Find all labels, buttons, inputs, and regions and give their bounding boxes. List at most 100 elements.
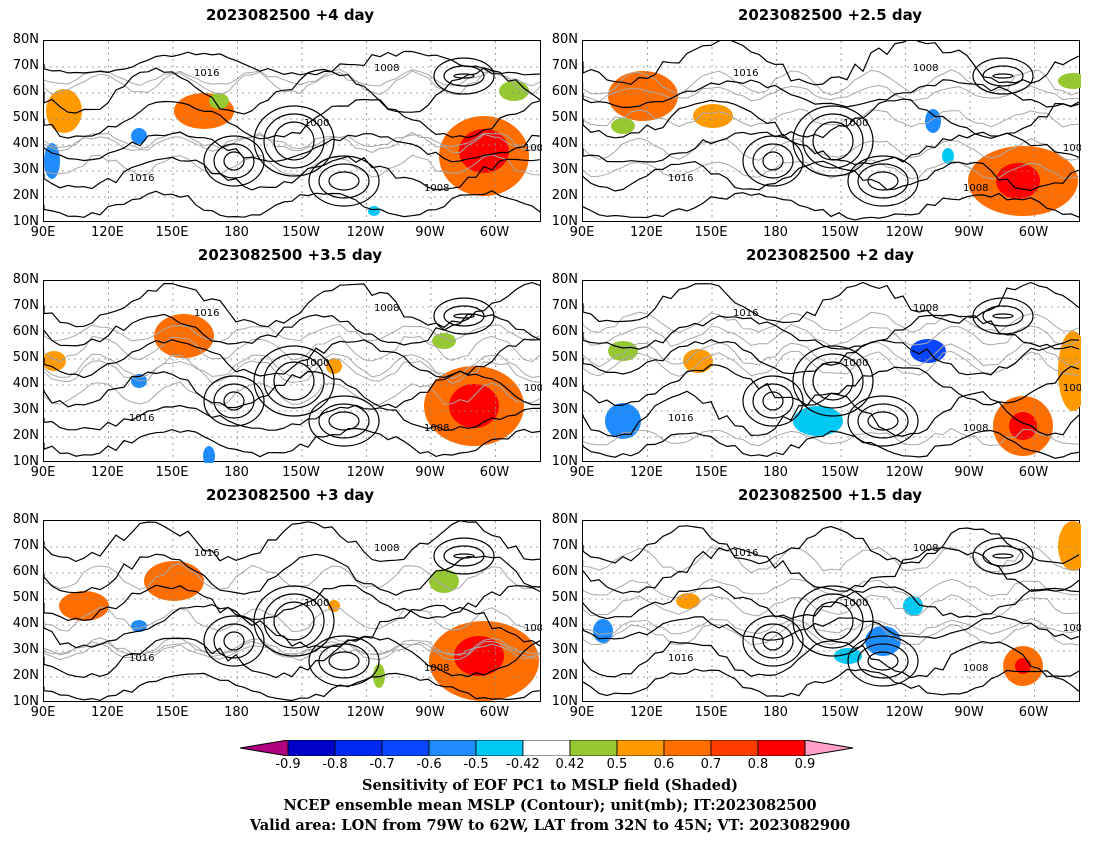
coastline bbox=[44, 131, 541, 150]
contour-label: 1000 bbox=[524, 623, 542, 634]
lat-tick-label: 30N bbox=[551, 642, 578, 657]
lat-tick-label: 30N bbox=[12, 642, 39, 657]
closed-isobar bbox=[308, 635, 380, 687]
sensitivity-shade bbox=[1009, 412, 1037, 440]
map-svg: 1016 1008 1000 1016 1008 1000 bbox=[583, 41, 1081, 223]
closed-isobar bbox=[992, 73, 1014, 79]
closed-isobar bbox=[857, 643, 909, 679]
isobar-contour bbox=[44, 67, 541, 115]
contour-label: 1008 bbox=[963, 663, 988, 674]
map-panel-6: 1016 1008 1000 1016 1008 1000 bbox=[582, 520, 1081, 703]
lat-tick-label: 60N bbox=[12, 324, 39, 339]
contour-label: 1016 bbox=[733, 68, 758, 79]
closed-isobar bbox=[972, 537, 1034, 575]
lon-tick-label: 180 bbox=[224, 225, 249, 240]
contour-label: 1016 bbox=[733, 548, 758, 559]
closed-isobar bbox=[982, 305, 1024, 327]
isobar-contour bbox=[583, 339, 1080, 376]
lon-tick-label: 150W bbox=[282, 465, 320, 480]
sensitivity-shade bbox=[865, 626, 901, 656]
isobar-contour bbox=[44, 313, 541, 347]
lat-tick-label: 60N bbox=[551, 84, 578, 99]
closed-isobar bbox=[273, 361, 315, 401]
contour-label: 1000 bbox=[1063, 623, 1081, 634]
lon-tick-label: 180 bbox=[763, 225, 788, 240]
lon-tick-label: 150W bbox=[821, 705, 859, 720]
isobar-contour bbox=[44, 370, 541, 409]
lon-tick-label: 60W bbox=[479, 705, 510, 720]
isobar-contour bbox=[44, 427, 541, 458]
contour-label: 1000 bbox=[1063, 383, 1081, 394]
lat-tick-label: 40N bbox=[12, 616, 39, 631]
isobar-contour bbox=[583, 615, 1080, 641]
isobar-contour bbox=[583, 41, 1080, 86]
closed-isobar bbox=[263, 113, 325, 169]
lat-tick-label: 50N bbox=[551, 350, 578, 365]
lat-tick-label: 10N bbox=[12, 214, 39, 229]
sensitivity-shade bbox=[676, 593, 700, 609]
closed-isobar bbox=[762, 151, 784, 171]
contour-label: 1000 bbox=[843, 358, 868, 369]
closed-isobar bbox=[253, 105, 335, 177]
lat-tick-label: 40N bbox=[12, 376, 39, 391]
lat-tick-label: 20N bbox=[12, 428, 39, 443]
lat-tick-label: 50N bbox=[12, 350, 39, 365]
sensitivity-shade bbox=[1058, 73, 1081, 89]
contour-label: 1008 bbox=[963, 183, 988, 194]
lat-tick-label: 20N bbox=[551, 668, 578, 683]
caption-line-1: Sensitivity of EOF PC1 to MSLP field (Sh… bbox=[362, 777, 738, 794]
colorbar-max-arrow bbox=[804, 740, 854, 756]
coastline bbox=[583, 618, 1080, 636]
contour-label: 1008 bbox=[913, 63, 938, 74]
lon-tick-label: 120E bbox=[629, 705, 664, 720]
contour-label: 1008 bbox=[424, 183, 449, 194]
sensitivity-shade bbox=[693, 104, 733, 128]
colorbar bbox=[240, 740, 854, 756]
lat-tick-label: 50N bbox=[551, 110, 578, 125]
lon-tick-label: 120W bbox=[885, 225, 924, 240]
contour-label: 1000 bbox=[524, 383, 542, 394]
closed-isobar bbox=[752, 623, 794, 659]
colorbar-tick-label: -0.5 bbox=[463, 757, 489, 772]
sensitivity-shade bbox=[1058, 331, 1081, 411]
lon-tick-label: 180 bbox=[224, 705, 249, 720]
closed-isobar bbox=[857, 403, 909, 439]
isobar-contour bbox=[44, 672, 541, 702]
colorbar-segment bbox=[428, 740, 477, 756]
map-svg: 1016 1008 1000 1016 1008 1000 bbox=[44, 521, 542, 703]
colorbar-tick-label: -0.6 bbox=[416, 757, 442, 772]
contour-label: 1000 bbox=[1063, 143, 1081, 154]
lat-tick-label: 80N bbox=[12, 512, 39, 527]
isobar-contour bbox=[583, 98, 1080, 139]
closed-isobar bbox=[203, 135, 265, 187]
map-panel-3: 1016 1008 1000 1016 1008 1000 bbox=[43, 280, 542, 463]
map-svg: 1016 1008 1000 1016 1008 1000 bbox=[583, 281, 1081, 463]
lat-tick-label: 70N bbox=[12, 58, 39, 73]
coastline bbox=[583, 323, 1080, 347]
closed-isobar bbox=[443, 305, 485, 327]
contour-label: 1008 bbox=[374, 543, 399, 554]
lon-tick-label: 60W bbox=[479, 225, 510, 240]
sensitivity-shade bbox=[154, 314, 214, 358]
colorbar-segment bbox=[381, 740, 430, 756]
colorbar-tick-label: -0.42 bbox=[506, 757, 540, 772]
coastline bbox=[44, 640, 541, 656]
contour-label: 1008 bbox=[963, 423, 988, 434]
lon-tick-label: 120W bbox=[885, 465, 924, 480]
colorbar-tick-label: 0.7 bbox=[700, 757, 722, 772]
closed-isobar bbox=[253, 585, 335, 657]
sensitivity-shade bbox=[429, 569, 459, 593]
contour-label: 1016 bbox=[194, 308, 219, 319]
lon-tick-label: 150E bbox=[694, 705, 728, 720]
lat-tick-label: 10N bbox=[12, 694, 39, 709]
coastline bbox=[44, 563, 541, 591]
closed-isobar bbox=[762, 391, 784, 411]
closed-isobar bbox=[253, 345, 335, 417]
map-panel-1: 1016 1008 1000 1016 1008 1000 bbox=[43, 40, 542, 223]
lat-tick-label: 70N bbox=[551, 538, 578, 553]
contour-label: 1016 bbox=[129, 173, 154, 184]
lat-tick-label: 70N bbox=[551, 298, 578, 313]
isobar-contour bbox=[583, 585, 1080, 620]
lon-tick-label: 150E bbox=[155, 225, 189, 240]
